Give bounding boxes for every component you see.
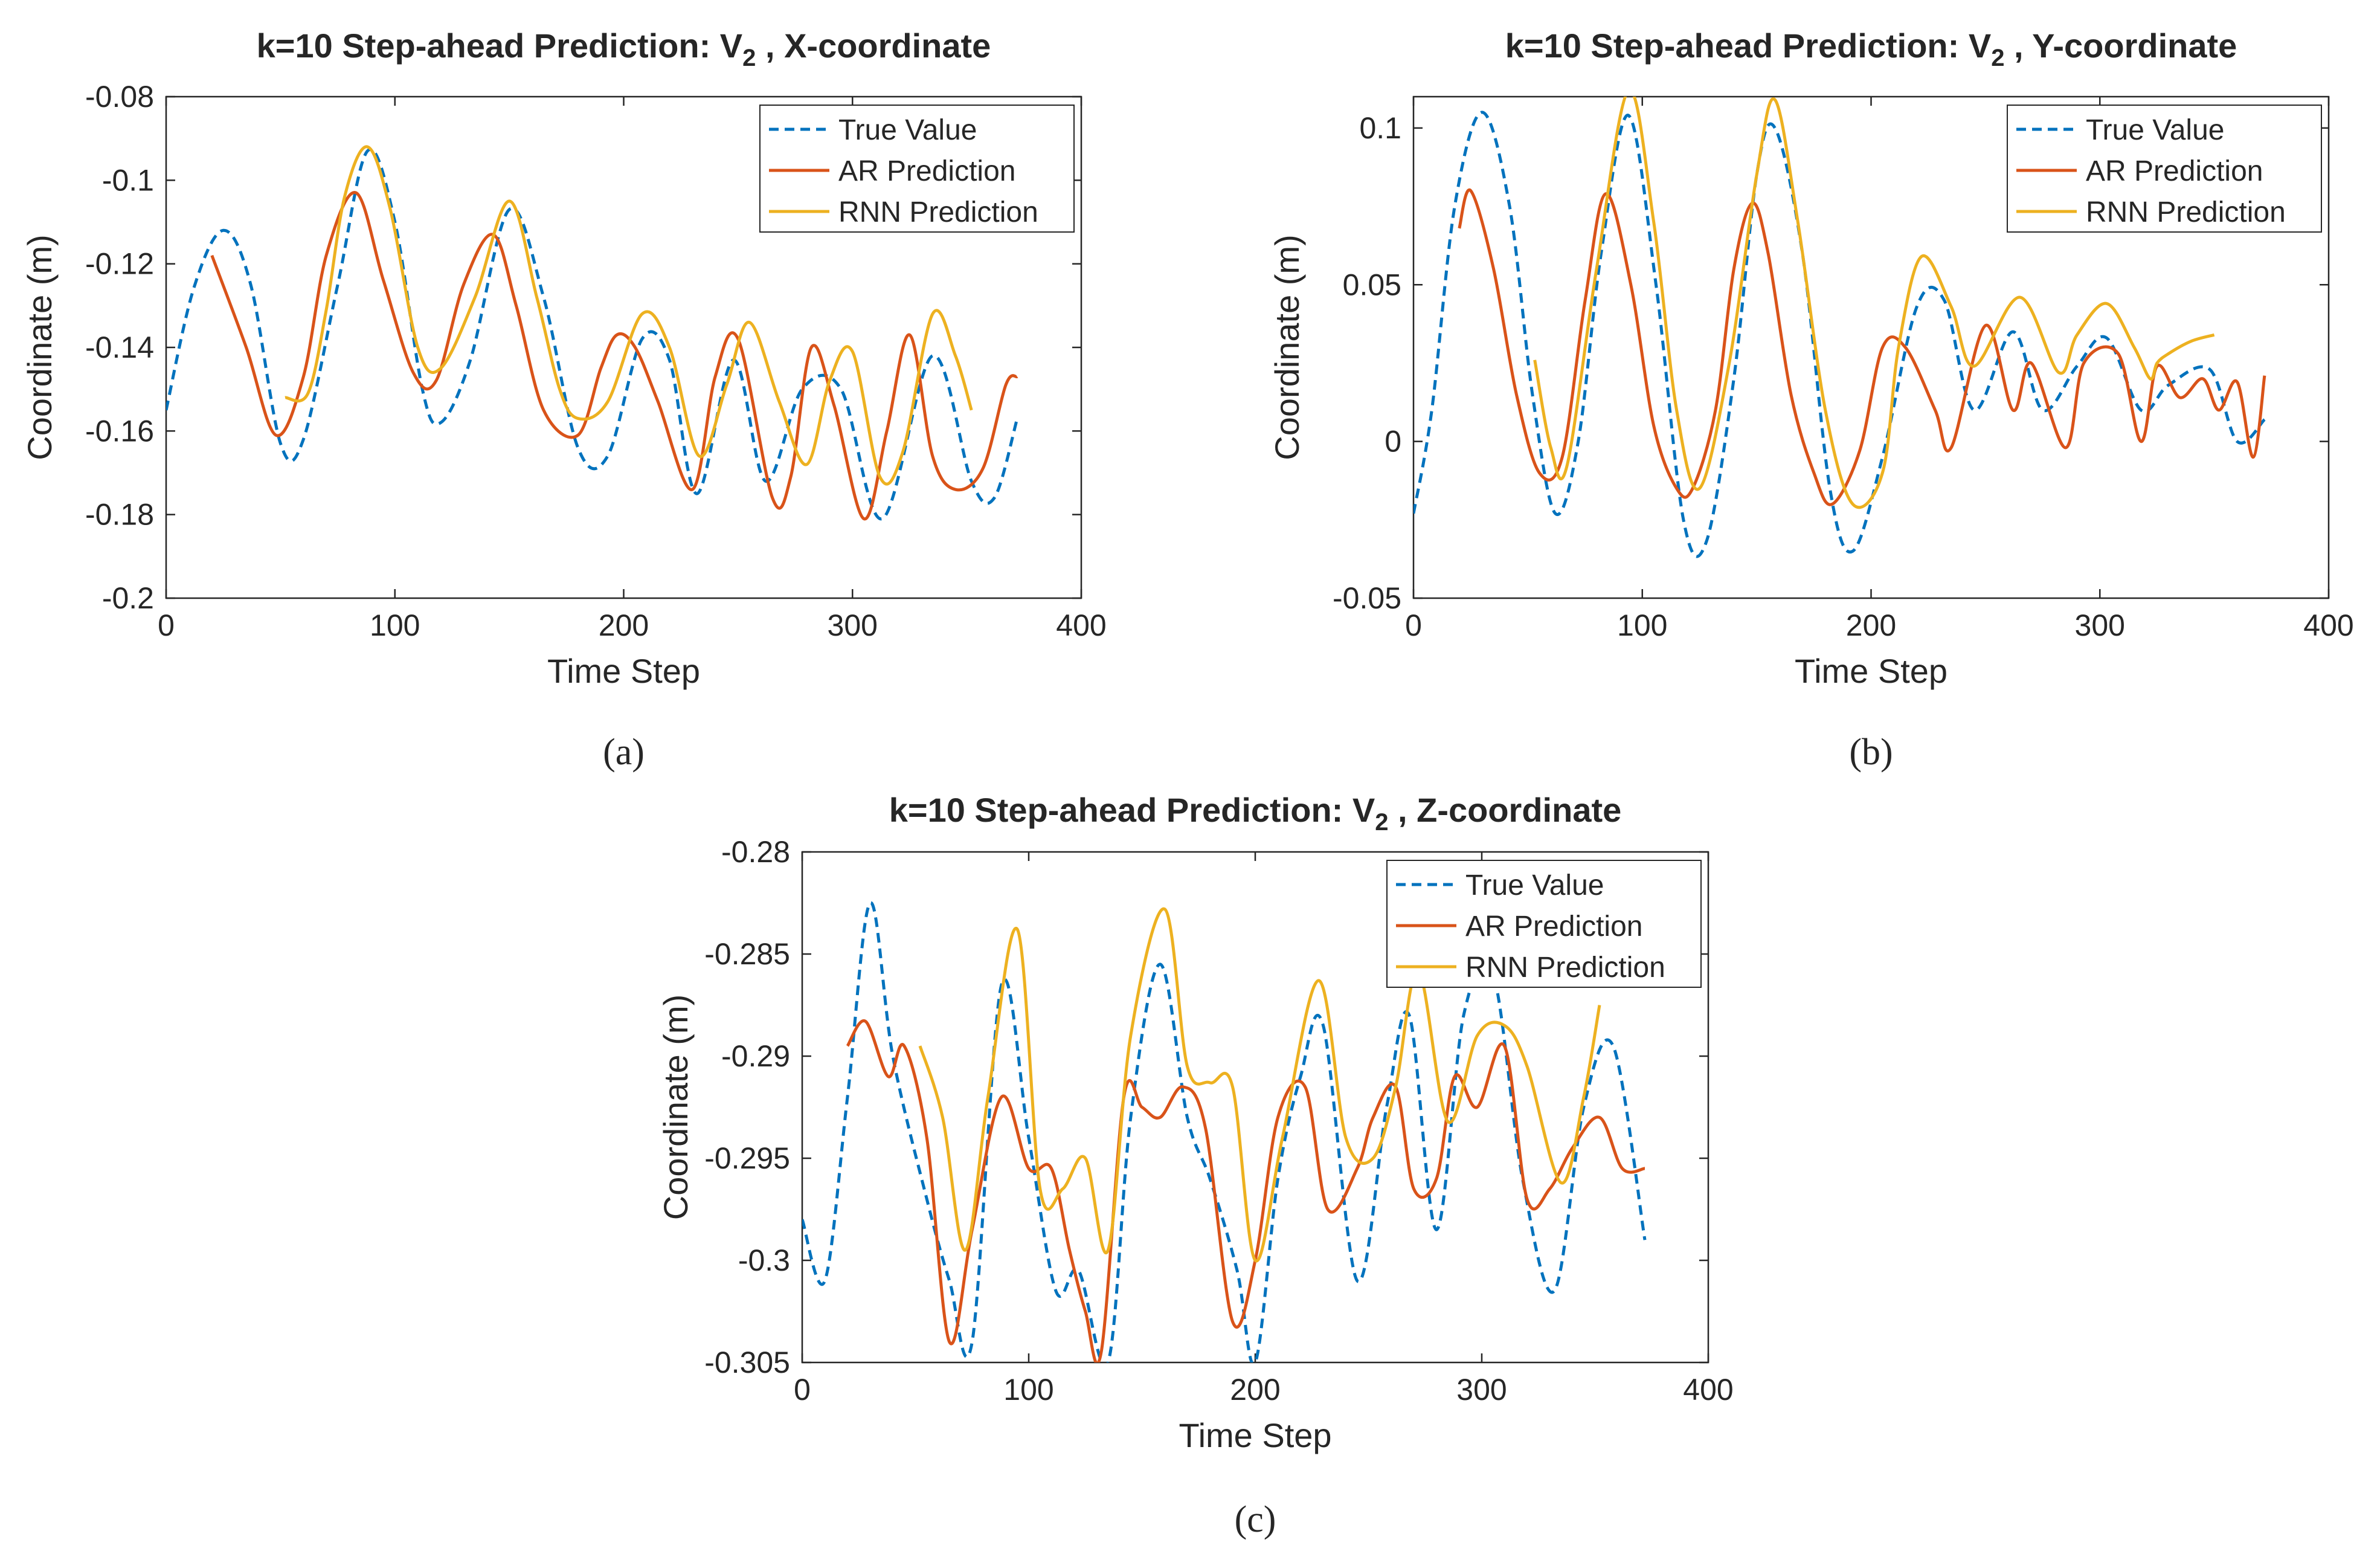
- y-tick-label: -0.2: [102, 581, 154, 615]
- y-tick-label: -0.305: [704, 1346, 790, 1379]
- y-tick-label: -0.29: [721, 1039, 790, 1073]
- x-axis-label: Time Step: [1795, 652, 1947, 690]
- series-line-ar: [1458, 188, 2266, 506]
- x-axis-label: Time Step: [1179, 1416, 1331, 1454]
- subfigure-caption: (c): [1235, 1499, 1276, 1540]
- legend-label: AR Prediction: [838, 155, 1015, 187]
- y-tick-label: -0.295: [704, 1141, 790, 1175]
- series-line-true-value: [166, 147, 1019, 521]
- legend-label: RNN Prediction: [838, 196, 1038, 228]
- y-axis-label: Coordinate (m): [21, 234, 59, 460]
- y-tick-label: -0.14: [85, 330, 154, 364]
- x-axis-label: Time Step: [547, 652, 700, 690]
- y-axis-label: Coordinate (m): [1268, 234, 1306, 460]
- series-line-ar: [210, 191, 1018, 521]
- x-tick-label: 0: [1405, 608, 1422, 642]
- series-line-ar: [846, 1019, 1645, 1362]
- x-tick-label: 400: [1683, 1373, 1733, 1407]
- chart-title-subscript: 2: [1375, 809, 1388, 836]
- y-tick-label: -0.16: [85, 414, 154, 448]
- y-tick-label: -0.28: [721, 835, 790, 869]
- legend-label: AR Prediction: [2086, 155, 2263, 187]
- x-tick-label: 100: [370, 608, 420, 642]
- chart-title: k=10 Step-ahead Prediction: V2 , Z-coord…: [889, 791, 1622, 836]
- legend-label: AR Prediction: [1465, 911, 1642, 943]
- legend-label: RNN Prediction: [2086, 196, 2286, 228]
- y-tick-label: -0.08: [85, 80, 154, 114]
- series-line-rnn: [285, 145, 973, 486]
- y-axis-label: Coordinate (m): [657, 995, 695, 1220]
- x-tick-label: 400: [1056, 608, 1106, 642]
- chart-title-main: k=10 Step-ahead Prediction: V: [257, 27, 742, 65]
- chart-c: 0 100 200 300 400 -0.305 -0.3 -0.295 -0.29 -0.285…: [657, 791, 1734, 1540]
- y-tick-label: -0.05: [1333, 581, 1401, 615]
- chart-a: 0 100 200 300 400-0.2-0.18-0.16-0.14-0.12-0.…: [21, 27, 1107, 773]
- chart-title-subscript: 2: [742, 45, 756, 71]
- y-tick-label: 0: [1385, 425, 1401, 459]
- series-group: [802, 901, 1647, 1362]
- chart-title: k=10 Step-ahead Prediction: V2 , Y-coord…: [1505, 27, 2237, 71]
- x-tick-label: 300: [2075, 608, 2125, 642]
- y-tick-label: 0.1: [1359, 111, 1401, 145]
- legend-label: True Value: [2086, 114, 2224, 146]
- y-tick-label: -0.285: [704, 937, 790, 971]
- chart-title-rest: , X-coordinate: [756, 27, 991, 65]
- x-tick-label: 300: [828, 608, 878, 642]
- chart-title-main: k=10 Step-ahead Prediction: V: [1505, 27, 1991, 65]
- x-tick-label: 0: [158, 608, 175, 642]
- x-tick-label: 400: [2303, 608, 2353, 642]
- legend: True Value AR Prediction RNN Prediction: [759, 105, 1075, 233]
- y-tick-label: -0.12: [85, 247, 154, 281]
- x-tick-label: 300: [1456, 1373, 1507, 1407]
- x-tick-label: 0: [794, 1373, 811, 1407]
- y-tick-label: -0.3: [738, 1243, 790, 1277]
- x-tick-label: 200: [1230, 1373, 1280, 1407]
- subfigure-caption: (b): [1849, 732, 1893, 773]
- y-tick-label: -0.18: [85, 498, 154, 532]
- series-group: [1414, 97, 2266, 558]
- legend: True Value AR Prediction RNN Prediction: [2007, 105, 2322, 233]
- x-tick-label: 200: [599, 608, 649, 642]
- legend-label: True Value: [838, 114, 977, 146]
- legend: True Value AR Prediction RNN Prediction: [1386, 860, 1702, 988]
- chart-title-main: k=10 Step-ahead Prediction: V: [889, 791, 1375, 829]
- chart-title-subscript: 2: [1991, 45, 2004, 71]
- x-tick-label: 100: [1003, 1373, 1053, 1407]
- x-tick-label: 100: [1617, 608, 1667, 642]
- y-tick-label: -0.1: [102, 163, 154, 197]
- series-line-rnn: [918, 908, 1601, 1263]
- chart-title: k=10 Step-ahead Prediction: V2 , X-coord…: [257, 27, 991, 71]
- legend-label: RNN Prediction: [1465, 952, 1665, 984]
- x-tick-label: 200: [1846, 608, 1896, 642]
- series-line-rnn: [1533, 97, 2215, 509]
- subfigure-caption: (a): [603, 732, 645, 773]
- y-tick-label: 0.05: [1343, 268, 1401, 301]
- chart-title-rest: , Y-coordinate: [2004, 27, 2237, 65]
- chart-title-rest: , Z-coordinate: [1388, 791, 1621, 829]
- legend-label: True Value: [1465, 869, 1604, 901]
- series-group: [166, 145, 1019, 521]
